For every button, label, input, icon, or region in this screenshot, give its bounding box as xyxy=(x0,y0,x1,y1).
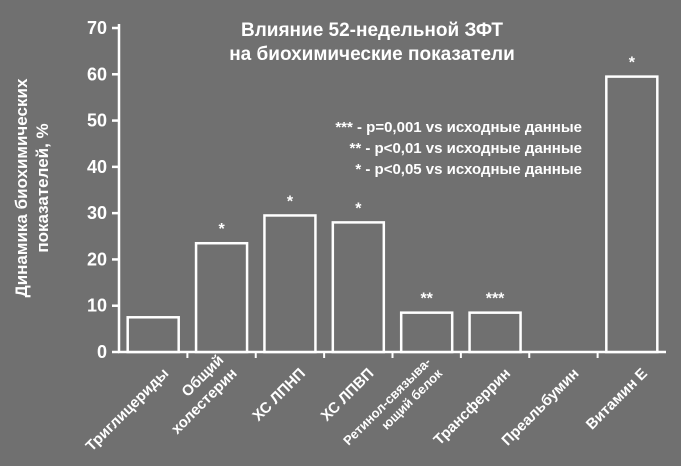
bar xyxy=(126,316,180,354)
bar xyxy=(331,221,386,354)
category-label: Триглицериды xyxy=(83,365,173,455)
significance-note: *** - p=0,001 vs исходные данные xyxy=(335,119,582,136)
chart-title-line: на биохимические показатели xyxy=(229,44,515,65)
significance-note: ** - p<0,01 vs исходные данные xyxy=(350,140,582,157)
bar xyxy=(605,75,659,354)
chart-title: Влияние 52-недельной ЗФТ на биохимические… xyxy=(229,20,515,65)
y-tick-label: 60 xyxy=(87,64,107,84)
significance-marker: * xyxy=(629,55,636,72)
y-tick-label: 30 xyxy=(87,203,107,223)
chart-title-line: Влияние 52-недельной ЗФТ xyxy=(241,20,503,41)
significance-marker: * xyxy=(355,200,362,217)
bar xyxy=(399,311,454,354)
y-axis-ticks: 0 10 20 30 40 50 60 70 xyxy=(87,18,119,362)
y-tick-label: 10 xyxy=(87,296,107,316)
y-axis-label-line: Динамика биохимических xyxy=(12,78,31,297)
category-label: Витамин Е xyxy=(583,365,651,433)
bar xyxy=(468,311,522,354)
significance-marker: * xyxy=(218,221,225,238)
y-tick-label: 50 xyxy=(87,111,107,131)
y-tick-label: 0 xyxy=(97,342,107,362)
y-tick-label: 40 xyxy=(87,157,107,177)
significance-marker: *** xyxy=(486,291,505,308)
significance-markers: ** *** **** xyxy=(218,55,635,308)
bar xyxy=(194,241,249,354)
significance-marker: * xyxy=(287,193,294,210)
significance-legend: *** - p=0,001 vs исходные данные ** - p<0… xyxy=(335,119,582,178)
y-tick-label: 70 xyxy=(87,18,107,38)
significance-marker: ** xyxy=(420,291,433,308)
y-axis-label-line: показателей, % xyxy=(33,123,52,252)
y-axis-label: Динамика биохимических показателей, % xyxy=(12,78,52,297)
y-tick-label: 20 xyxy=(87,249,107,269)
significance-note: * - p<0,05 vs исходные данные xyxy=(355,161,582,178)
bar xyxy=(263,214,317,354)
category-label: ХС ЛПНП xyxy=(249,365,309,425)
bars xyxy=(126,75,659,354)
